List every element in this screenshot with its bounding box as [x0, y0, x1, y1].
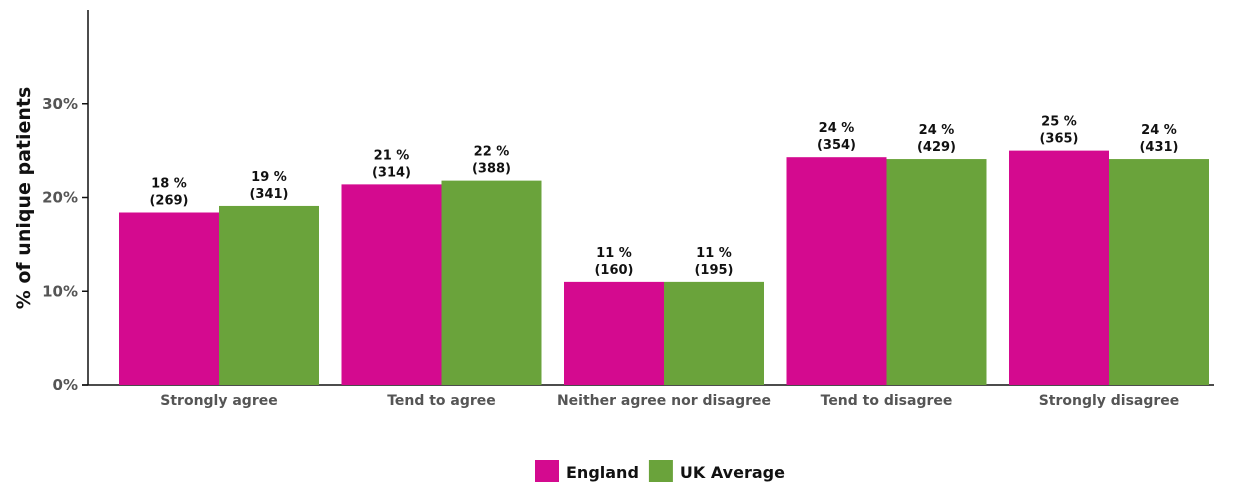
bar-uk-average — [1109, 159, 1209, 385]
y-axis-ticks: 0% 10% 20% 30% — [42, 95, 88, 394]
legend: England UK Average — [535, 460, 785, 482]
data-label-percent: 22 % — [474, 145, 510, 160]
data-label-count: (354) — [817, 138, 856, 153]
data-label-count: (429) — [917, 140, 956, 155]
category-label: Tend to disagree — [821, 393, 953, 409]
legend-label: UK Average — [680, 463, 785, 482]
category-label: Strongly agree — [160, 393, 277, 409]
data-label-count: (195) — [694, 263, 733, 278]
bar-uk-average — [664, 282, 764, 385]
bar-england — [787, 157, 887, 385]
category-label: Strongly disagree — [1039, 393, 1180, 409]
bar-uk-average — [442, 181, 542, 385]
data-label-count: (314) — [372, 165, 411, 180]
data-label-percent: 24 % — [919, 123, 955, 138]
data-label-percent: 21 % — [374, 148, 410, 163]
category-label: Tend to agree — [387, 393, 496, 409]
legend-swatch — [535, 460, 559, 482]
bar-england — [1009, 151, 1109, 385]
data-label-count: (365) — [1039, 132, 1078, 147]
data-label-percent: 18 % — [151, 177, 187, 192]
data-label-percent: 11 % — [596, 246, 632, 261]
y-tick-label: 10% — [42, 282, 78, 300]
y-tick-label: 30% — [42, 95, 78, 113]
y-tick-label: 0% — [53, 376, 78, 394]
data-label-percent: 19 % — [251, 170, 287, 185]
data-label-percent: 24 % — [819, 121, 855, 136]
bar-england — [119, 213, 219, 386]
legend-swatch — [649, 460, 673, 482]
y-axis-title: % of unique patients — [13, 87, 35, 310]
bar-uk-average — [219, 206, 319, 385]
legend-label: England — [566, 463, 639, 482]
bars-group — [119, 151, 1209, 385]
data-label-count: (388) — [472, 162, 511, 177]
data-label-count: (269) — [149, 194, 188, 209]
y-tick-label: 20% — [42, 189, 78, 207]
data-label-percent: 11 % — [696, 246, 732, 261]
bar-england — [342, 184, 442, 385]
bar-uk-average — [887, 159, 987, 385]
category-labels-group: Strongly agree Tend to agree Neither agree… — [160, 393, 1179, 409]
data-label-count: (341) — [249, 187, 288, 202]
data-label-percent: 25 % — [1041, 115, 1077, 130]
data-label-count: (160) — [594, 263, 633, 278]
data-label-percent: 24 % — [1141, 123, 1177, 138]
data-label-count: (431) — [1139, 140, 1178, 155]
bar-england — [564, 282, 664, 385]
category-label: Neither agree nor disagree — [557, 393, 771, 409]
